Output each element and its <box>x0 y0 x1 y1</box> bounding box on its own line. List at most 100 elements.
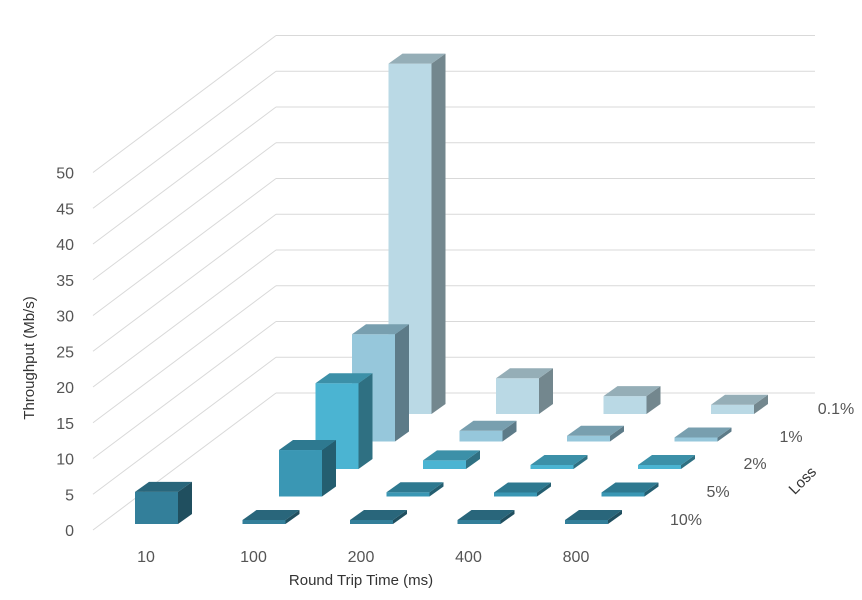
y-tick-label: 25 <box>56 344 74 361</box>
bar-side-face <box>644 482 659 497</box>
side-wall-gridline <box>92 70 277 209</box>
bar-front-face <box>242 520 286 524</box>
bar-top-face <box>457 510 515 520</box>
y-tick-label: 50 <box>56 166 74 183</box>
y-tick-label: 30 <box>56 309 74 326</box>
z-axis-title: Loss <box>786 464 820 498</box>
bar-front-face <box>459 430 503 442</box>
bar-top-face <box>674 427 732 438</box>
bar-top-face <box>601 482 659 493</box>
side-wall-gridline <box>92 249 277 388</box>
bar-top-face <box>565 510 622 520</box>
series-label: 1% <box>779 429 802 446</box>
bar-front-face <box>603 396 647 414</box>
y-tick-label: 45 <box>56 201 74 218</box>
bar <box>386 482 444 497</box>
y-tick-label: 40 <box>56 237 74 254</box>
bar <box>530 455 588 469</box>
side-wall-gridline <box>92 392 277 531</box>
bar-side-face <box>681 455 695 469</box>
label-layer: Round Trip Time (ms) Throughput (Mb/s) L… <box>21 166 854 590</box>
side-wall-gridline <box>92 106 277 245</box>
bar-front-face <box>674 437 718 442</box>
bar-front-face <box>496 378 539 414</box>
bar <box>459 420 517 442</box>
bar-front-face <box>350 520 393 524</box>
bar <box>601 482 659 497</box>
bar-top-face <box>315 373 373 384</box>
bar-side-face <box>610 425 624 442</box>
side-wall-gridline <box>92 285 277 424</box>
x-tick-label: 400 <box>455 549 482 566</box>
bar <box>494 482 551 497</box>
side-wall-gridline <box>92 321 277 459</box>
bar <box>135 481 192 524</box>
bar-top-face <box>423 450 480 461</box>
bar-top-face <box>279 440 336 451</box>
bar-side-face <box>358 373 373 469</box>
bar <box>457 510 515 524</box>
bar-front-face <box>530 465 574 469</box>
bar-side-face <box>537 482 551 497</box>
grid-layer <box>92 35 815 531</box>
bar-front-face <box>494 492 537 497</box>
bar <box>567 425 624 442</box>
bar-top-face <box>350 510 407 520</box>
y-tick-label: 0 <box>65 523 74 540</box>
y-tick-label: 5 <box>65 487 74 504</box>
bar <box>565 510 622 524</box>
bar-side-face <box>466 450 480 469</box>
side-wall-gridline <box>92 178 277 316</box>
x-tick-label: 200 <box>348 549 375 566</box>
bar-side-face <box>322 440 336 497</box>
bar-front-face <box>457 520 501 524</box>
bar <box>674 427 732 442</box>
bar-layer <box>135 53 768 524</box>
bar-side-face <box>393 510 407 524</box>
x-tick-label: 800 <box>563 549 590 566</box>
x-tick-label: 10 <box>137 549 155 566</box>
bar-side-face <box>502 420 517 442</box>
bar <box>638 455 695 469</box>
bar <box>603 386 661 414</box>
bar-front-face <box>386 492 430 497</box>
bar-side-face <box>178 481 192 524</box>
series-label: 0.1% <box>818 401 854 418</box>
bar-front-face <box>638 465 681 469</box>
bar-top-face <box>530 455 588 465</box>
bar-side-face <box>539 368 553 414</box>
bar-side-face <box>754 394 768 414</box>
bar-side-face <box>573 455 588 469</box>
bar-front-face <box>423 460 466 469</box>
bar-top-face <box>352 324 409 335</box>
bar-front-face <box>711 404 754 414</box>
y-tick-label: 20 <box>56 380 74 397</box>
bar-top-face <box>386 482 444 493</box>
bar-top-face <box>388 53 446 64</box>
bar <box>242 510 300 524</box>
bar-side-face <box>285 510 300 524</box>
bar-front-face <box>565 520 608 524</box>
bar-side-face <box>500 510 515 524</box>
x-tick-label: 100 <box>240 549 267 566</box>
y-axis-title: Throughput (Mb/s) <box>21 296 38 419</box>
bar-side-face <box>395 324 409 442</box>
bar-top-face <box>135 481 192 492</box>
bar-side-face <box>429 482 444 497</box>
bar-front-face <box>279 450 322 497</box>
bar-top-face <box>459 420 517 431</box>
side-wall-gridline <box>92 356 277 495</box>
bar-top-face <box>711 394 768 405</box>
x-axis-title: Round Trip Time (ms) <box>289 572 433 589</box>
bar-side-face <box>608 510 622 524</box>
bar <box>496 368 553 414</box>
side-wall-gridline <box>92 35 277 173</box>
bar-top-face <box>494 482 551 493</box>
series-label: 2% <box>743 456 766 473</box>
bar-front-face <box>135 491 178 524</box>
bar-top-face <box>603 386 661 397</box>
y-tick-label: 10 <box>56 452 74 469</box>
bar <box>711 394 768 414</box>
